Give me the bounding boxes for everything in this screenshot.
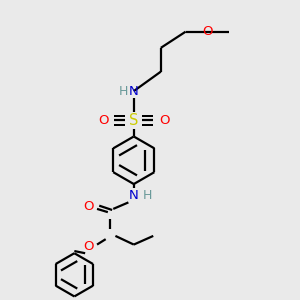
Text: O: O	[159, 114, 169, 127]
Text: S: S	[129, 113, 139, 128]
Text: O: O	[98, 114, 109, 127]
Text: H: H	[143, 189, 152, 203]
Text: O: O	[83, 240, 94, 253]
Text: O: O	[83, 200, 94, 213]
Text: O: O	[202, 25, 212, 38]
Text: H: H	[118, 85, 128, 98]
Text: N: N	[129, 189, 139, 203]
Text: N: N	[129, 85, 139, 98]
